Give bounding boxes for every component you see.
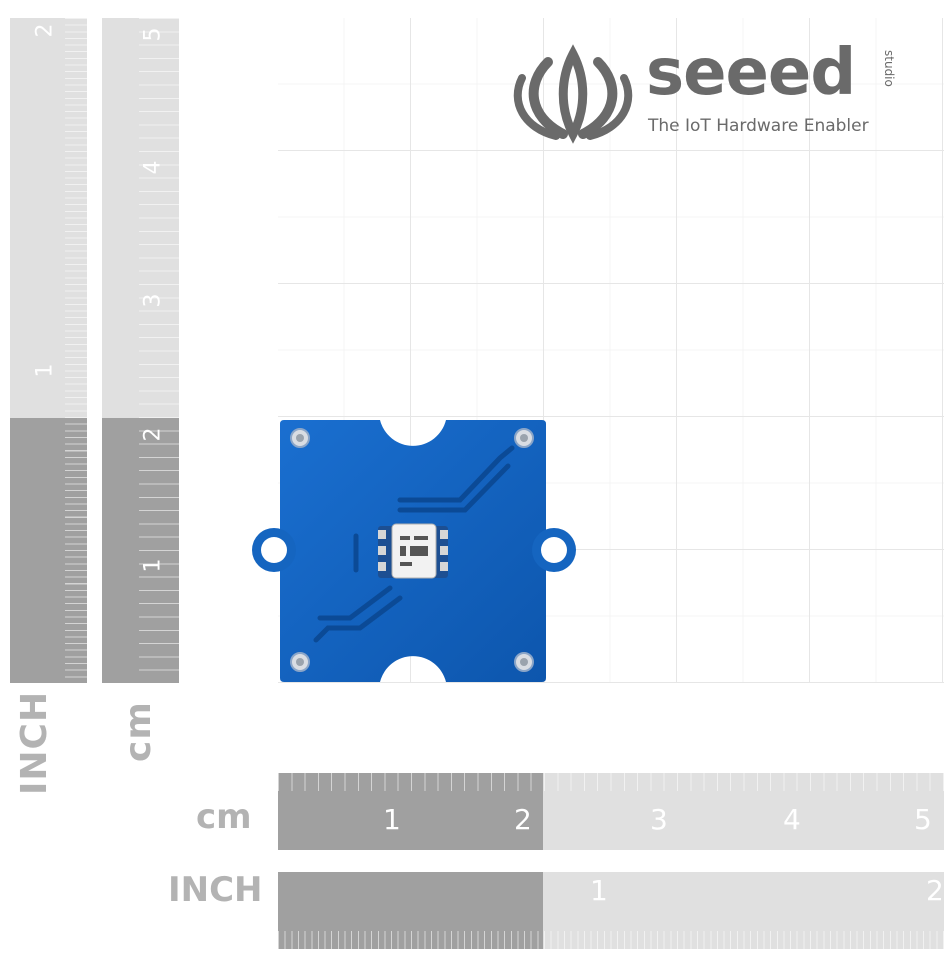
- ruler-tick-label: 4: [783, 803, 801, 836]
- grove-sensor-board: [250, 418, 580, 684]
- ruler-tick-label: 3: [650, 803, 668, 836]
- brand-sub: studio: [882, 50, 896, 87]
- horizontal-cm-ruler: 1 2 3 4 5: [278, 773, 944, 850]
- ruler-tick-label: 5: [914, 803, 932, 836]
- inch-label-vertical: INCH: [14, 690, 55, 795]
- ruler-tick-label: 2: [32, 23, 58, 38]
- ruler-tick-label: 1: [383, 803, 401, 836]
- brand-name: seeed: [646, 36, 856, 110]
- inch-label-horizontal: INCH: [168, 870, 263, 910]
- cm-label-horizontal: cm: [196, 797, 252, 837]
- seeed-leaf-icon: [513, 44, 633, 144]
- ruler-tick-label: 1: [140, 558, 166, 573]
- brand-tagline: The IoT Hardware Enabler: [648, 116, 869, 136]
- ruler-tick-label: 2: [514, 803, 532, 836]
- ruler-tick-label: 2: [926, 874, 944, 907]
- ruler-tick-label: 1: [32, 363, 58, 378]
- horizontal-inch-ruler: 1 2: [278, 872, 944, 949]
- ruler-tick-label: 2: [140, 427, 166, 442]
- vertical-inch-ruler: 1 2: [10, 18, 87, 683]
- cm-label-vertical: cm: [118, 701, 159, 762]
- ruler-tick-label: 3: [140, 293, 166, 308]
- seeed-studio-logo: seeed studio The IoT Hardware Enabler: [508, 36, 928, 154]
- ruler-tick-label: 5: [140, 27, 166, 42]
- ruler-tick-label: 4: [140, 160, 166, 175]
- vertical-cm-ruler: 1 2 3 4 5: [102, 18, 179, 683]
- ruler-tick-label: 1: [590, 874, 608, 907]
